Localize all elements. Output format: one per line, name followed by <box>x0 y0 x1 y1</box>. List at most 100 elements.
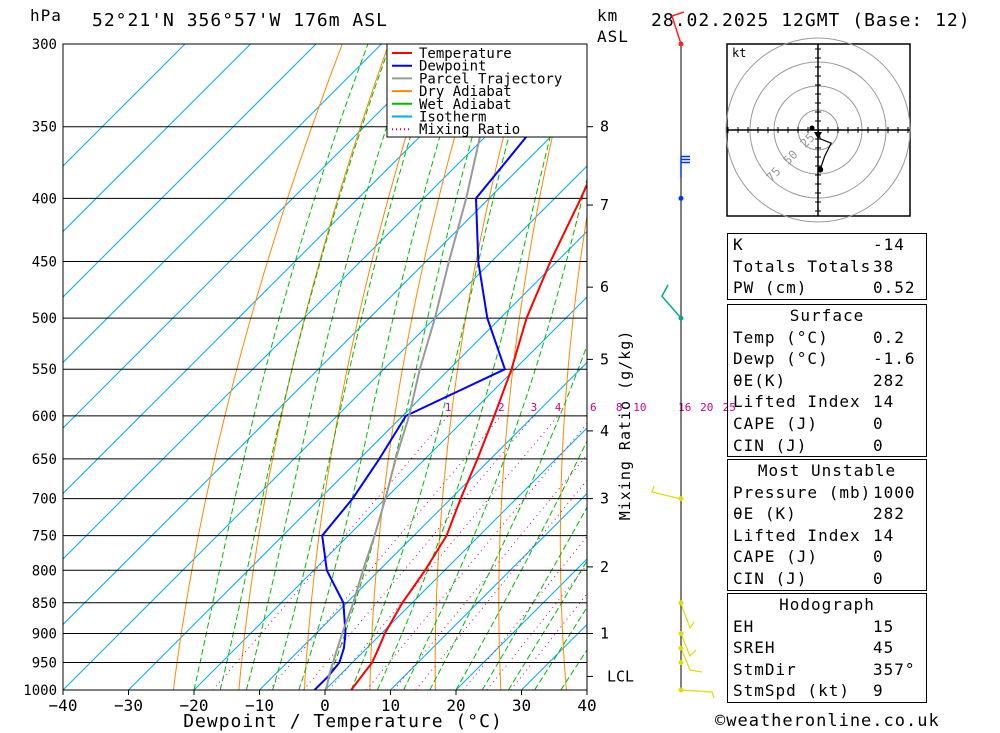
wind-barb <box>680 689 715 699</box>
legend-box <box>386 43 588 138</box>
most-unstable-value: 14 <box>873 525 895 545</box>
hodograph-value: 15 <box>873 616 895 636</box>
pressure-tick-label: 600 <box>32 409 57 425</box>
isotherm-line <box>128 230 587 690</box>
surface-key: Temp (°C) <box>733 327 829 347</box>
hodograph-key: SREH <box>733 638 776 658</box>
surface-key: CIN (J) <box>733 435 808 455</box>
legend-label: Dry Adiabat <box>419 84 512 100</box>
surface-table: Surface Temp (°C) 0.2 Dewp (°C) -1.6 θE(K) 28… <box>727 304 927 458</box>
most-unstable-key: Lifted Index <box>733 525 861 545</box>
hodograph-row: StmSpd (kt) 9 <box>728 680 926 702</box>
most-unstable-row: Lifted Index 14 <box>728 525 926 547</box>
height-unit-label: km <box>597 6 619 25</box>
mixing-ratio-label: 4 <box>555 401 562 414</box>
most-unstable-title: Most Unstable <box>757 461 897 480</box>
index-value: -14 <box>873 235 905 254</box>
wind-barb <box>651 485 682 500</box>
isotherm-line <box>324 427 587 690</box>
height-tick-label: 6 <box>600 278 609 296</box>
index-row: PW (cm) 0.52 <box>728 277 926 299</box>
hodograph-row: StmDir 357° <box>728 659 926 681</box>
mixing-ratio-label: 2 <box>498 401 505 414</box>
surface-row: Dewp (°C) -1.6 <box>728 348 926 370</box>
dry-adiabat-line <box>559 212 587 690</box>
wind-barb <box>680 647 703 673</box>
height-tick-label: 5 <box>600 350 609 368</box>
dewpoint-line <box>313 44 579 690</box>
most-unstable-value: 0 <box>873 568 884 588</box>
isotherm-line <box>63 44 251 233</box>
indices-table: K -14 Totals Totals 38 PW (cm) 0.52 <box>727 233 927 300</box>
wet-adiabat-line <box>324 44 500 690</box>
plot-frame <box>62 43 588 691</box>
surface-row: Temp (°C) 0.2 <box>728 327 926 349</box>
mixing-ratio-label: 16 <box>678 401 691 414</box>
isotherm-line <box>259 361 587 690</box>
pressure-tick-label: 500 <box>32 311 57 327</box>
height-tick-label: 7 <box>600 196 609 214</box>
location-title: 52°21'N 356°57'W 176m ASL <box>92 10 388 31</box>
wind-barb <box>671 11 685 45</box>
hodograph-table: Hodograph EH 15 SREH 45 StmDir 357° StmSpd (kt… <box>727 593 927 703</box>
pressure-tick-label: 450 <box>32 255 57 271</box>
pressure-tick-label: 800 <box>32 563 57 579</box>
wet-adiabat-line <box>245 44 415 690</box>
mixing-ratio-label: 3 <box>531 401 538 414</box>
mixing-ratio-line <box>366 422 587 690</box>
mixing-ratio-line <box>328 415 559 690</box>
dry-adiabat-line <box>238 44 390 690</box>
height-tick-label: 2 <box>600 558 609 576</box>
legend-label: Isotherm <box>419 110 486 126</box>
temperature-line <box>350 182 587 690</box>
index-row: K -14 <box>728 234 926 256</box>
index-value: 38 <box>873 256 895 276</box>
hodograph-value: 45 <box>873 638 895 658</box>
most-unstable-value: 0 <box>873 547 884 567</box>
most-unstable-row: CAPE (J) 0 <box>728 546 926 568</box>
temperature-tick-label: 0 <box>320 696 330 715</box>
most-unstable-value: 282 <box>873 504 905 524</box>
dry-adiabat-line <box>942 44 1000 690</box>
wet-adiabat-line <box>376 44 575 690</box>
height-tick-label: 4 <box>600 422 609 440</box>
pressure-tick-label: 850 <box>32 596 57 612</box>
legend-label: Wet Adiabat <box>419 97 512 113</box>
temperature-tick-label: −20 <box>180 696 209 715</box>
wet-adiabat-line <box>193 44 369 690</box>
wind-level-dot <box>678 195 684 201</box>
index-key: Totals Totals <box>733 256 872 276</box>
wind-barb <box>661 284 682 319</box>
most-unstable-key: CAPE (J) <box>733 547 819 567</box>
most-unstable-table: Most Unstable Pressure (mb) 1000 θE (K) 282… <box>727 459 927 591</box>
isotherm-line <box>63 44 317 298</box>
surface-key: Dewp (°C) <box>733 349 829 369</box>
index-key: K <box>733 235 744 254</box>
hodograph-value: 9 <box>873 681 884 701</box>
wind-level-dot <box>678 630 684 636</box>
copyright-footer[interactable]: ©weatheronline.co.uk <box>715 711 940 731</box>
isotherm-line <box>63 44 448 429</box>
dry-adiabat-line <box>172 44 343 690</box>
mixing-ratio-label: 8 <box>616 401 623 414</box>
temperature-tick-label: 30 <box>512 696 531 715</box>
surface-row: Lifted Index 14 <box>728 391 926 413</box>
mixing-ratio-label: 20 <box>700 401 713 414</box>
surface-key: θE(K) <box>733 370 787 390</box>
temperature-tick-label: 40 <box>577 696 596 715</box>
wet-adiabat-line <box>350 44 535 690</box>
surface-value: 14 <box>873 392 895 412</box>
most-unstable-key: CIN (J) <box>733 568 808 588</box>
most-unstable-row: θE (K) 282 <box>728 503 926 525</box>
height-tick-label: LCL <box>607 667 634 685</box>
hodograph-key: StmSpd (kt) <box>733 681 850 701</box>
surface-value: -1.6 <box>873 349 916 369</box>
isotherm-line <box>63 44 186 167</box>
surface-value: 282 <box>873 370 905 390</box>
most-unstable-row: Pressure (mb) 1000 <box>728 482 926 504</box>
hodograph-start-dot <box>809 125 815 131</box>
hodograph-storm-motion-marker <box>814 132 822 139</box>
mixing-ratio-label: 10 <box>633 401 646 414</box>
